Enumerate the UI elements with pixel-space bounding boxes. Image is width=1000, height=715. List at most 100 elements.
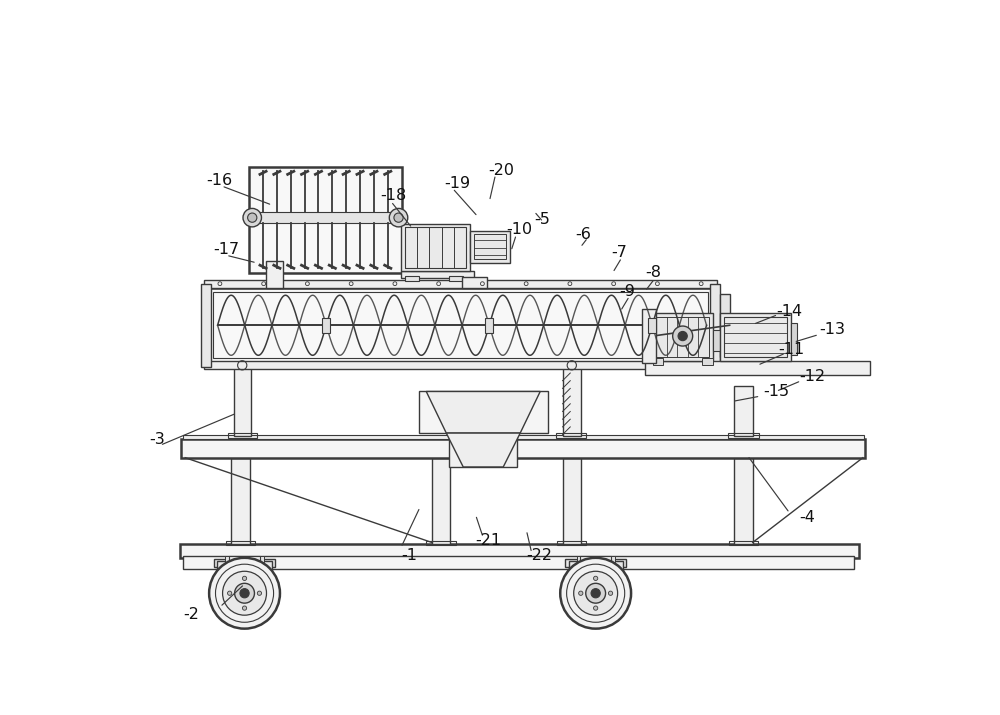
- Bar: [213, 292, 708, 358]
- Circle shape: [235, 583, 254, 603]
- Text: -18: -18: [380, 189, 406, 203]
- Text: -16: -16: [206, 173, 232, 188]
- Bar: [645, 360, 870, 375]
- Bar: [181, 439, 865, 458]
- Circle shape: [209, 558, 280, 628]
- Text: -22: -22: [526, 548, 552, 563]
- Bar: [720, 294, 730, 357]
- Bar: [462, 277, 487, 287]
- Text: -4: -4: [799, 510, 815, 525]
- Text: -2: -2: [183, 607, 199, 622]
- Text: -15: -15: [763, 384, 789, 399]
- Circle shape: [243, 208, 261, 227]
- Bar: [249, 167, 402, 273]
- Bar: [556, 433, 586, 438]
- Bar: [322, 317, 330, 333]
- Circle shape: [594, 606, 598, 610]
- Text: -6: -6: [576, 227, 592, 242]
- Bar: [249, 212, 402, 223]
- Polygon shape: [446, 433, 520, 467]
- Bar: [401, 272, 474, 278]
- Bar: [713, 330, 720, 352]
- Circle shape: [678, 332, 687, 340]
- Text: -5: -5: [534, 212, 550, 227]
- Circle shape: [673, 326, 693, 346]
- Circle shape: [248, 213, 257, 222]
- Bar: [183, 435, 864, 439]
- Bar: [405, 276, 419, 280]
- Bar: [563, 363, 581, 436]
- Bar: [485, 317, 493, 333]
- Bar: [702, 358, 713, 365]
- Bar: [569, 561, 623, 570]
- Text: -17: -17: [214, 242, 240, 257]
- Bar: [217, 561, 272, 570]
- Bar: [266, 260, 283, 287]
- Bar: [653, 313, 713, 360]
- Bar: [229, 556, 260, 566]
- Bar: [648, 317, 656, 333]
- Bar: [201, 284, 211, 367]
- Bar: [474, 235, 506, 259]
- Bar: [208, 287, 713, 363]
- Circle shape: [394, 213, 403, 222]
- Text: -20: -20: [488, 163, 514, 178]
- Text: -10: -10: [506, 222, 532, 237]
- Text: -19: -19: [445, 176, 471, 191]
- Bar: [734, 458, 753, 544]
- Bar: [653, 358, 663, 365]
- Text: -3: -3: [149, 433, 165, 448]
- Bar: [401, 224, 470, 272]
- Circle shape: [223, 571, 267, 615]
- Bar: [449, 276, 463, 280]
- Polygon shape: [426, 392, 540, 433]
- Bar: [470, 230, 510, 263]
- Bar: [228, 433, 257, 438]
- Bar: [405, 227, 466, 267]
- Text: -9: -9: [619, 284, 635, 299]
- Bar: [214, 559, 275, 567]
- Bar: [720, 313, 791, 360]
- Bar: [563, 458, 581, 544]
- Circle shape: [228, 591, 232, 596]
- Bar: [204, 362, 717, 369]
- Text: -21: -21: [476, 533, 502, 548]
- Bar: [419, 390, 548, 433]
- Bar: [432, 458, 450, 544]
- Bar: [226, 541, 255, 546]
- Bar: [204, 280, 717, 287]
- Text: -12: -12: [799, 369, 825, 383]
- Bar: [231, 458, 250, 544]
- Bar: [234, 363, 251, 436]
- Bar: [710, 284, 720, 367]
- Text: -14: -14: [776, 304, 802, 319]
- Circle shape: [389, 208, 408, 227]
- Bar: [724, 317, 787, 357]
- Circle shape: [608, 591, 613, 596]
- Bar: [728, 433, 759, 438]
- Bar: [580, 556, 611, 566]
- Text: -8: -8: [645, 265, 661, 280]
- Bar: [180, 544, 859, 558]
- Bar: [734, 386, 753, 436]
- Circle shape: [242, 576, 247, 581]
- Text: -7: -7: [611, 245, 627, 260]
- Text: -11: -11: [778, 342, 804, 358]
- Circle shape: [591, 588, 600, 598]
- Bar: [225, 556, 264, 562]
- Circle shape: [242, 606, 247, 610]
- Text: -1: -1: [401, 548, 417, 563]
- Bar: [557, 541, 586, 546]
- Bar: [449, 432, 517, 467]
- Circle shape: [257, 591, 262, 596]
- Bar: [656, 317, 709, 357]
- Circle shape: [560, 558, 631, 628]
- Bar: [729, 541, 758, 546]
- Circle shape: [574, 571, 618, 615]
- Bar: [791, 323, 797, 355]
- Circle shape: [240, 588, 249, 598]
- Circle shape: [586, 583, 606, 603]
- Bar: [183, 556, 854, 568]
- Text: -13: -13: [819, 322, 845, 337]
- Bar: [426, 541, 456, 546]
